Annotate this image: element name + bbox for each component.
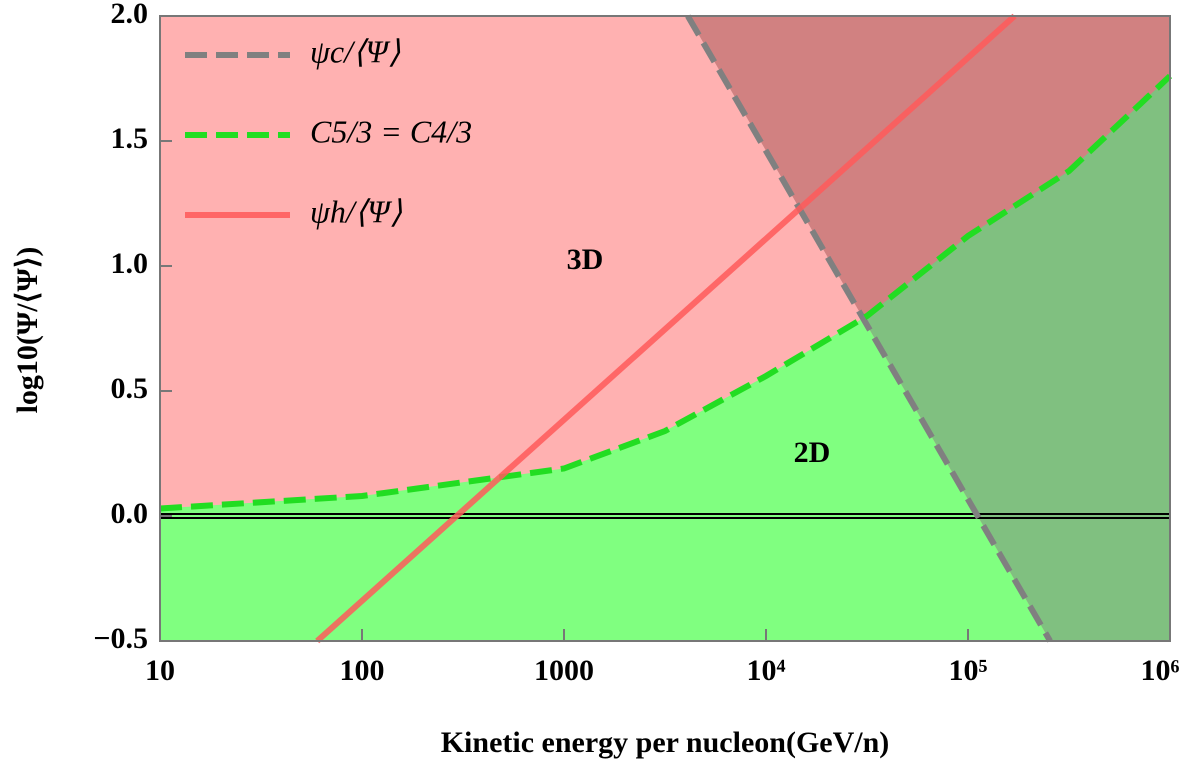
y-axis-label: log10(Ψ/⟨Ψ⟩) [11, 247, 44, 414]
region-fill [160, 76, 1051, 641]
x-tick-label: 10⁶ [1141, 654, 1180, 687]
y-tick-label: 1.0 [111, 247, 149, 280]
x-tick-label: 10⁵ [949, 654, 988, 687]
legend-label: ψc/⟨Ψ⟩ [310, 33, 401, 69]
legend-label: ψh/⟨Ψ⟩ [310, 193, 403, 229]
series-line [315, 13, 1017, 644]
x-tick-label: 100 [340, 654, 385, 687]
series-line [159, 73, 1173, 512]
y-tick-label: −0.5 [93, 622, 148, 655]
y-tick-label: 0.0 [111, 497, 149, 530]
x-tick-label: 10 [145, 654, 175, 687]
x-axis-label: Kinetic energy per nucleon(GeV/n) [441, 726, 890, 759]
region-label: 2D [794, 436, 831, 469]
y-tick-label: 2.0 [111, 0, 149, 30]
region-label: 3D [567, 243, 604, 276]
series-line [685, 14, 1053, 643]
y-tick-label: 1.5 [111, 122, 149, 155]
y-tick-label: 0.5 [111, 372, 149, 405]
x-tick-label: 10⁴ [747, 654, 786, 687]
x-tick-label: 1000 [534, 654, 594, 687]
legend-label: C5/3 = C4/3 [310, 113, 472, 149]
plot-frame [159, 15, 1171, 642]
